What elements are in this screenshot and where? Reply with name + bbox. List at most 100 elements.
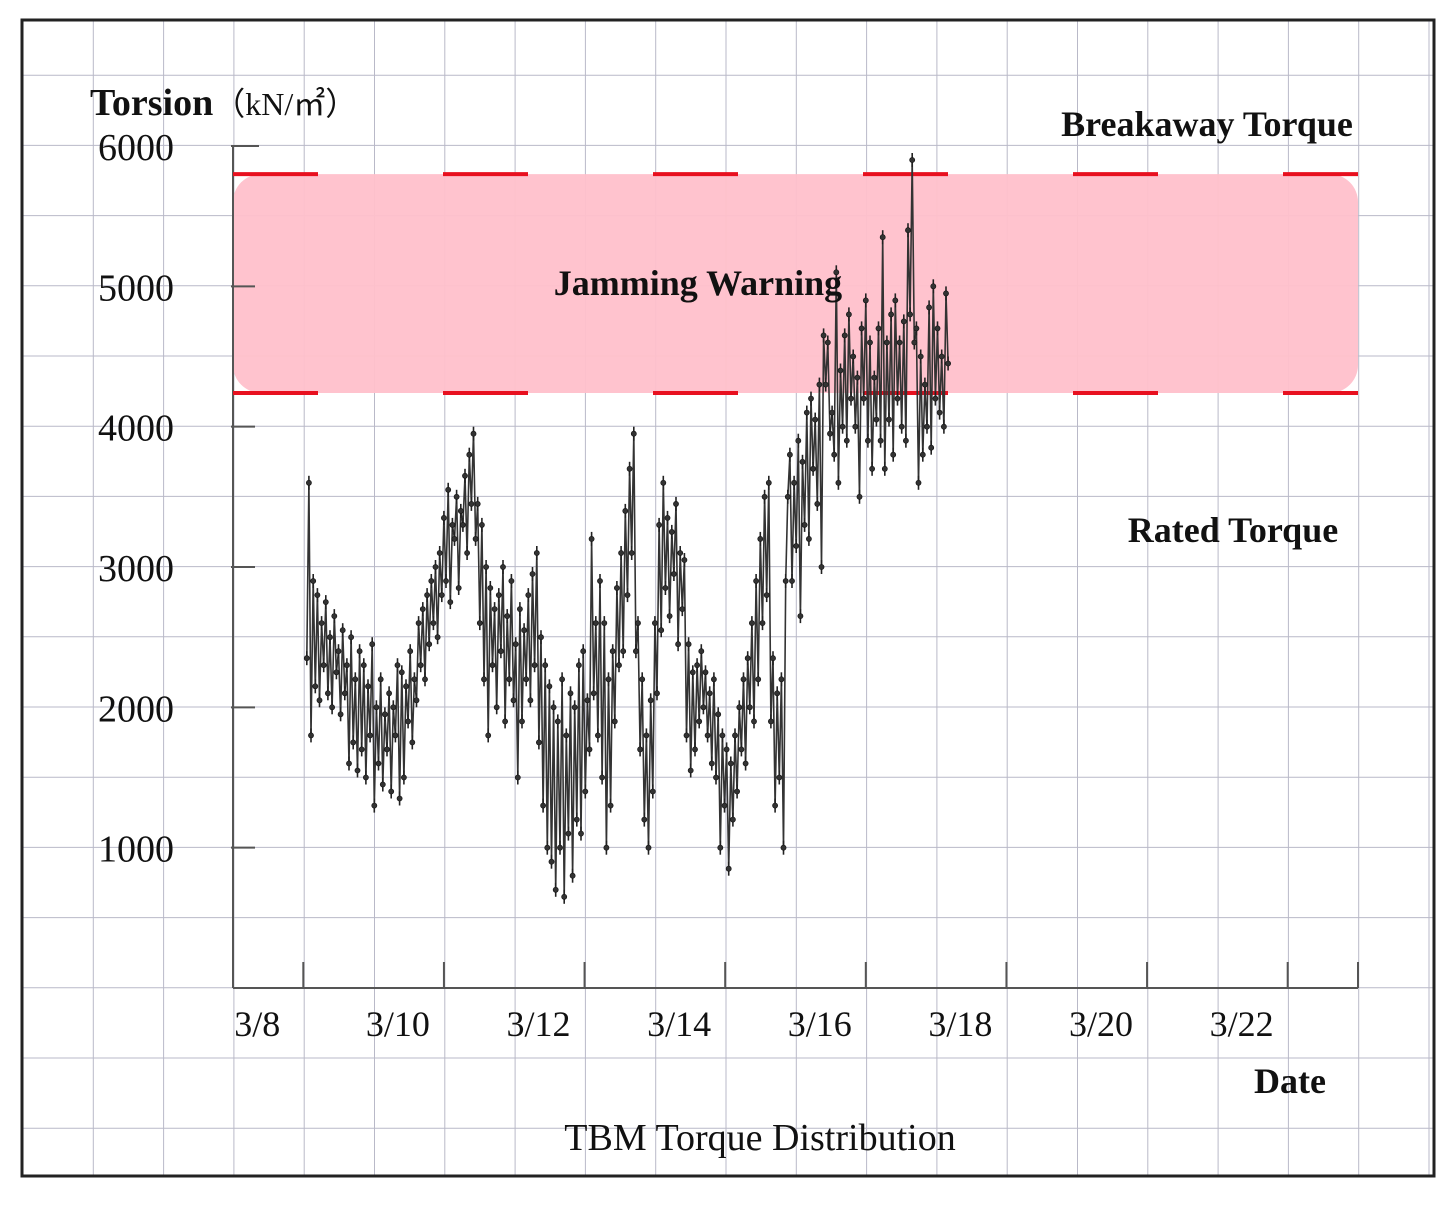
torque-point-153	[626, 465, 633, 472]
torque-point-233	[795, 437, 802, 444]
torque-point-88	[489, 662, 496, 669]
torque-point-243	[816, 381, 823, 388]
torque-point-292	[919, 451, 926, 458]
torque-point-125	[567, 690, 574, 697]
torque-point-24	[354, 767, 361, 774]
torque-point-34	[375, 760, 382, 767]
torque-point-155	[630, 430, 637, 437]
torque-point-85	[483, 564, 489, 570]
torque-point-135	[588, 536, 595, 542]
torque-point-197	[719, 732, 726, 739]
torque-point-112	[540, 802, 546, 809]
torque-point-235	[799, 458, 806, 465]
jamming-warning-label: Jamming Warning	[554, 263, 842, 303]
torque-point-241	[812, 416, 819, 423]
torque-point-109	[533, 550, 540, 556]
torque-point-250	[831, 451, 838, 458]
torque-point-232	[793, 543, 800, 549]
torque-point-71	[453, 493, 460, 500]
torque-point-179	[681, 557, 688, 563]
x-tick-label-8: 3/8	[234, 1004, 280, 1044]
torque-point-115	[546, 683, 553, 690]
torque-point-99	[512, 641, 519, 648]
torque-point-28	[362, 774, 369, 781]
y-axis-label: Torsion（kN/㎡）	[90, 82, 357, 124]
torque-point-190	[704, 732, 711, 739]
torque-point-54	[417, 662, 424, 669]
torque-point-298	[932, 395, 939, 402]
torque-point-96	[506, 676, 513, 683]
torque-point-176	[675, 641, 681, 648]
torque-point-286	[907, 311, 913, 318]
axes-layer: 1000 2000 3000 4000 5000 6000 3/8 3/10 3/12 3/14 3…	[98, 127, 1359, 1044]
torque-point-2	[308, 732, 314, 739]
torque-point-219	[765, 479, 772, 486]
torque-point-212	[751, 718, 757, 725]
torque-point-220	[768, 718, 774, 725]
torque-point-26	[358, 746, 365, 753]
torque-point-19	[343, 662, 350, 669]
torque-point-117	[550, 704, 557, 711]
torque-point-174	[671, 571, 677, 577]
torque-point-32	[371, 802, 378, 809]
torque-point-186	[696, 718, 703, 725]
torque-point-119	[554, 718, 561, 725]
torque-point-57	[424, 592, 430, 598]
torque-point-83	[478, 522, 485, 528]
torque-point-137	[592, 620, 599, 626]
torque-point-152	[624, 592, 631, 598]
torque-point-14	[333, 669, 340, 676]
x-axis-label: Date	[1254, 1061, 1326, 1101]
torque-point-274	[881, 465, 888, 472]
torque-point-136	[590, 690, 597, 697]
torque-point-74	[459, 522, 466, 528]
torque-point-11	[327, 634, 333, 641]
torque-point-95	[504, 613, 511, 619]
torque-point-223	[774, 690, 781, 697]
torque-point-18	[341, 690, 348, 697]
torque-point-17	[339, 627, 346, 634]
torque-point-143	[605, 676, 612, 683]
torque-point-53	[415, 620, 422, 626]
torque-point-208	[742, 760, 749, 767]
torque-point-291	[917, 353, 924, 360]
torque-point-89	[491, 606, 498, 612]
torque-point-251	[833, 269, 840, 276]
torque-point-67	[445, 486, 452, 493]
torque-point-4	[312, 683, 319, 690]
torque-point-273	[879, 234, 886, 241]
torque-point-183	[689, 669, 696, 676]
torque-point-228	[784, 493, 791, 500]
torque-point-6	[316, 697, 323, 704]
torque-point-22	[350, 739, 357, 746]
torque-point-145	[609, 648, 616, 655]
torque-point-193	[711, 676, 717, 683]
torque-point-221	[770, 655, 776, 662]
torque-point-280	[894, 395, 901, 402]
torque-point-173	[668, 529, 675, 535]
torque-point-260	[852, 423, 859, 430]
torque-point-134	[586, 746, 593, 753]
torque-point-303	[943, 290, 949, 297]
torque-point-60	[430, 620, 437, 626]
torque-point-72	[455, 585, 462, 591]
torque-point-29	[365, 683, 371, 690]
torque-point-158	[637, 746, 643, 753]
torque-point-114	[544, 844, 551, 851]
torque-point-182	[687, 767, 694, 774]
torque-point-264	[860, 395, 867, 402]
torque-point-257	[846, 311, 852, 318]
torque-point-151	[622, 507, 629, 514]
torque-point-283	[900, 318, 907, 325]
torque-point-121	[559, 676, 565, 683]
torque-point-157	[635, 620, 641, 626]
torque-point-253	[837, 367, 844, 374]
torque-point-269	[871, 374, 878, 381]
torque-point-93	[500, 564, 506, 570]
torque-point-61	[432, 564, 439, 570]
torque-point-141	[601, 620, 608, 626]
torque-point-13	[331, 613, 338, 619]
torque-point-194	[713, 774, 719, 781]
torque-point-285	[905, 227, 911, 234]
